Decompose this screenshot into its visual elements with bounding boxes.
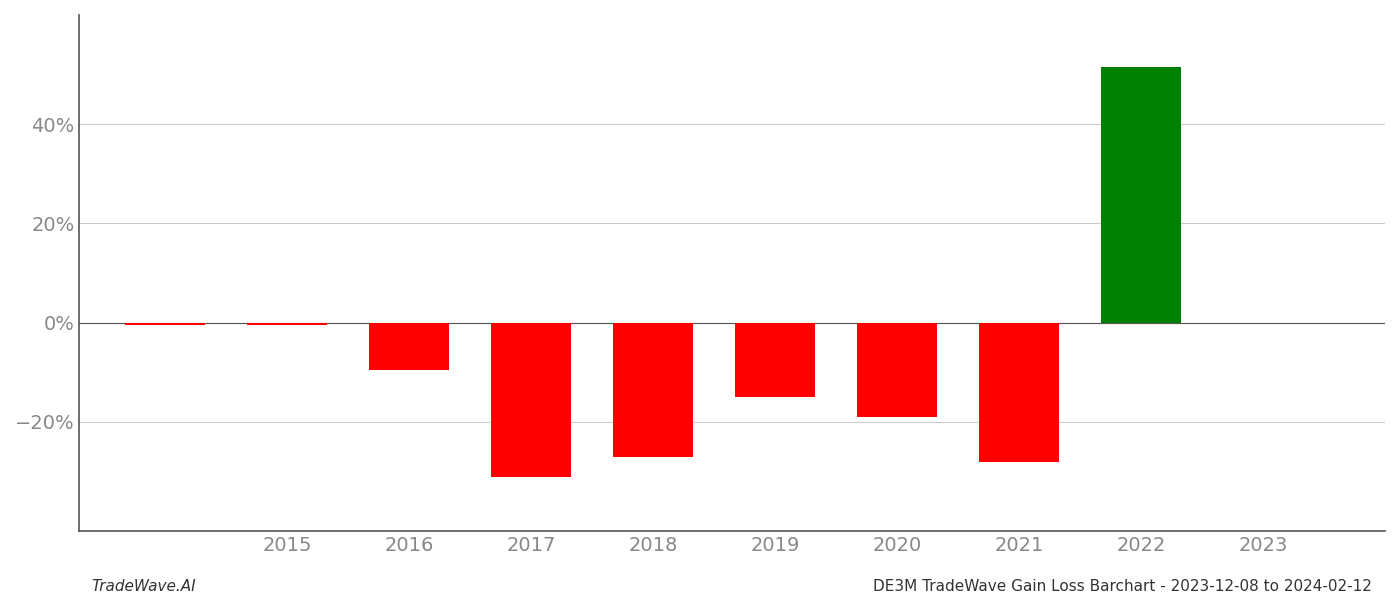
Bar	[735, 323, 815, 397]
Text: TradeWave.AI: TradeWave.AI	[91, 579, 196, 594]
Text: DE3M TradeWave Gain Loss Barchart - 2023-12-08 to 2024-02-12: DE3M TradeWave Gain Loss Barchart - 2023…	[874, 579, 1372, 594]
Bar	[491, 323, 571, 476]
Bar	[980, 323, 1058, 461]
Bar	[125, 323, 204, 325]
Bar	[370, 323, 448, 370]
Bar	[248, 323, 326, 325]
Bar	[1102, 67, 1180, 323]
Bar	[613, 323, 693, 457]
Bar	[857, 323, 937, 417]
